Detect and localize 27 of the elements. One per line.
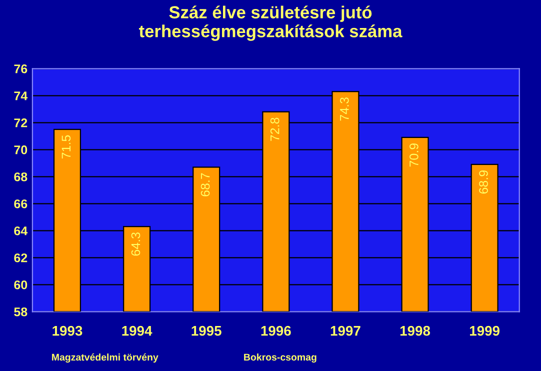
data-label: 71.5 bbox=[62, 135, 71, 158]
chart-title: Száz élve születésre jutó terhességmegszakítások száma bbox=[138, 6, 402, 41]
x-tick-label: 1993 bbox=[52, 326, 82, 336]
x-tick-label: 1997 bbox=[330, 326, 360, 336]
data-label: 72.8 bbox=[270, 118, 280, 141]
data-label: 74.3 bbox=[340, 98, 349, 121]
y-tick-label: 66 bbox=[14, 199, 28, 208]
text: Magzatvédelmi törvény bbox=[52, 353, 158, 363]
y-tick-label: 60 bbox=[14, 280, 28, 290]
data-label: 68.7 bbox=[200, 173, 210, 196]
x-tick-label: 1998 bbox=[400, 326, 430, 336]
data-label: 70.9 bbox=[410, 143, 418, 167]
x-tick-label: 1995 bbox=[192, 326, 222, 336]
text: Bokros-csomag bbox=[244, 353, 316, 363]
y-tick-label: 58 bbox=[14, 307, 28, 316]
y-tick-label: 64 bbox=[14, 226, 28, 236]
x-tick-label: 1994 bbox=[122, 326, 152, 336]
x-tick-label: 1999 bbox=[470, 326, 500, 336]
y-tick-label: 70 bbox=[14, 145, 28, 154]
data-label: 64.3 bbox=[131, 232, 140, 256]
x-tick-label: 1996 bbox=[261, 326, 291, 336]
data-label: 68.9 bbox=[479, 170, 488, 194]
y-tick-label: 74 bbox=[14, 92, 28, 100]
y-tick-label: 72 bbox=[14, 118, 28, 128]
y-tick-label: 62 bbox=[14, 253, 28, 262]
y-tick-label: 68 bbox=[14, 172, 28, 182]
y-tick-label: 76 bbox=[14, 64, 28, 74]
